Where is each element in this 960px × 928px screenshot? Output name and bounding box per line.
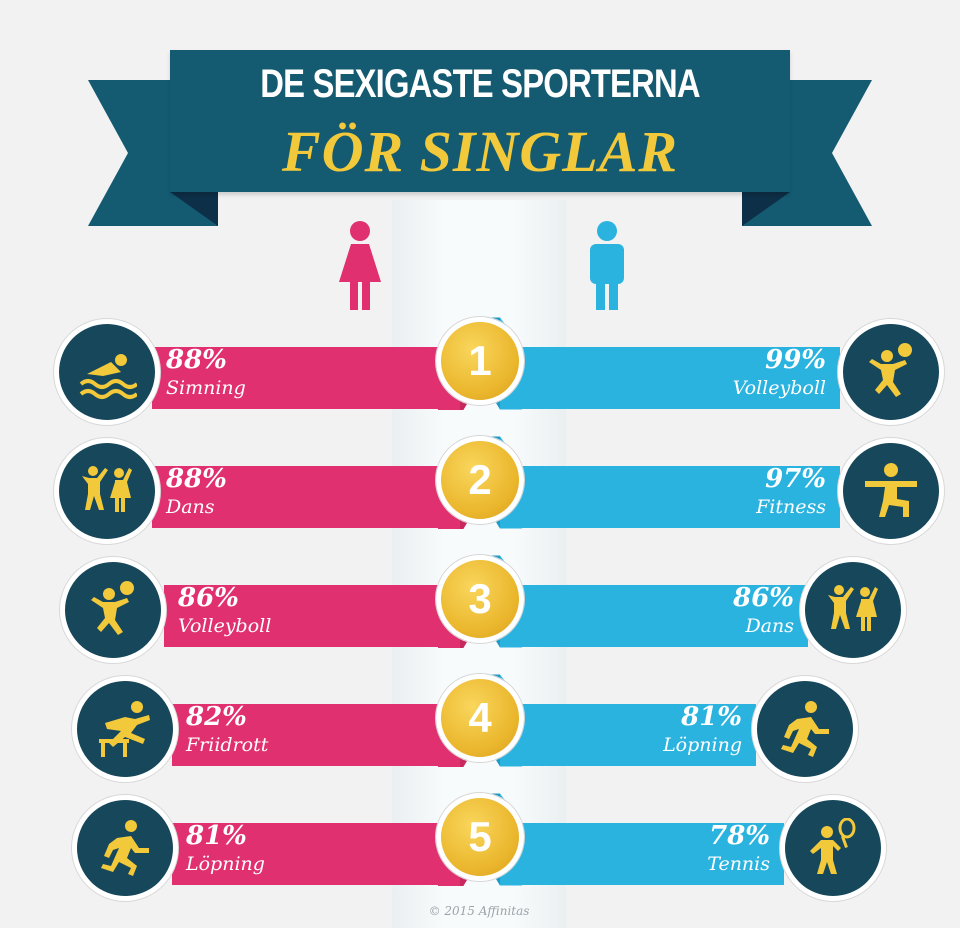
women-sport-3: Volleyboll [178, 615, 272, 637]
fitness-icon [865, 463, 917, 517]
title-banner [170, 50, 790, 192]
rank-medal-1: 1 [436, 317, 524, 405]
runner-icon [781, 701, 829, 757]
women-bar-4: 82% Friidrott [172, 702, 440, 766]
men-sport-5: Tennis [707, 853, 770, 875]
women-bar-5: 81% Löpning [172, 821, 440, 885]
rank-medal-3: 3 [436, 555, 524, 643]
men-bar-5: 78% Tennis [520, 821, 784, 885]
women-value-5: 81% [186, 821, 247, 851]
women-sport-badge-3 [60, 557, 166, 663]
men-value-4: 81% [681, 702, 742, 732]
women-value-2: 88% [166, 464, 227, 494]
rank-medal-2: 2 [436, 436, 524, 524]
rank-medal-4: 4 [436, 674, 524, 762]
women-sport-badge-5 [72, 795, 178, 901]
men-value-3: 86% [733, 583, 794, 613]
women-bar-1: 88% Simning [152, 345, 440, 409]
copyright: © 2015 Affinitas [428, 904, 530, 918]
men-value-2: 97% [765, 464, 826, 494]
women-value-1: 88% [166, 345, 227, 375]
men-sport-2: Fitness [756, 496, 826, 518]
women-sport-badge-2 [54, 438, 160, 544]
men-value-5: 78% [709, 821, 770, 851]
men-sport-badge-2 [838, 438, 944, 544]
rank-medal-5: 5 [436, 793, 524, 881]
men-sport-badge-3 [800, 557, 906, 663]
men-sport-1: Volleyboll [732, 377, 826, 399]
women-sport-4: Friidrott [186, 734, 269, 756]
women-bar-2: 88% Dans [152, 464, 440, 528]
women-sport-badge-1 [54, 319, 160, 425]
men-bar-4: 81% Löpning [520, 702, 756, 766]
chart-title: DE SEXIGASTE SPORTERNA [260, 62, 700, 106]
men-value-1: 99% [765, 345, 826, 375]
women-bar-3: 86% Volleyboll [164, 583, 440, 647]
women-value-3: 86% [178, 583, 239, 613]
men-sport-badge-4 [752, 676, 858, 782]
dancers-icon [828, 585, 878, 631]
women-sport-1: Simning [166, 377, 246, 399]
men-bar-1: 99% Volleyboll [520, 345, 840, 409]
women-value-4: 82% [186, 702, 247, 732]
hurdler-icon [99, 701, 150, 757]
swimmer-icon [79, 354, 137, 399]
women-sport-badge-4 [72, 676, 178, 782]
chart-subtitle: FÖR SINGLAR [281, 119, 679, 184]
volleyball-player-icon [869, 343, 912, 397]
women-sport-2: Dans [166, 496, 215, 518]
men-sport-badge-5 [780, 795, 886, 901]
tennis-player-icon [810, 818, 856, 874]
men-bar-2: 97% Fitness [520, 464, 840, 528]
men-sport-4: Löpning [663, 734, 742, 756]
woman-icon [339, 221, 381, 310]
men-sport-3: Dans [745, 615, 794, 637]
women-sport-5: Löpning [186, 853, 265, 875]
volleyball-player-icon [91, 581, 134, 635]
men-bar-3: 86% Dans [520, 583, 808, 647]
dancers-icon [82, 466, 132, 512]
men-sport-badge-1 [838, 319, 944, 425]
runner-icon [101, 820, 149, 876]
man-icon [590, 221, 624, 310]
